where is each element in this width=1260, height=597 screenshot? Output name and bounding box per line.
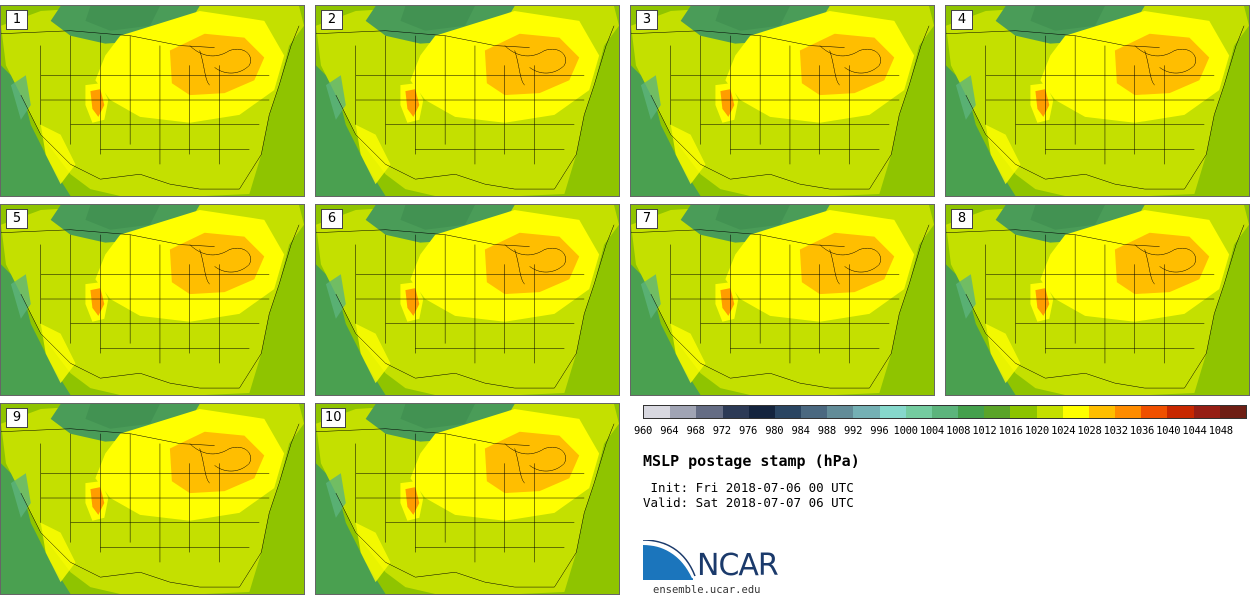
site-url[interactable]: ensemble.ucar.edu (653, 584, 761, 596)
colorbar-tick-label: 1020 (1024, 425, 1049, 437)
stamp-panel-2[interactable]: 2 (315, 5, 620, 197)
colorbar-tick-label: 1028 (1077, 425, 1102, 437)
member-number: 4 (951, 10, 973, 30)
colorbar-swatch (801, 406, 828, 418)
colorbar-tick-label: 980 (765, 425, 784, 437)
member-number: 7 (636, 209, 658, 229)
mslp-map (1, 6, 304, 196)
colorbar-swatch (748, 406, 775, 418)
ncar-logo-icon (643, 540, 696, 580)
member-number: 1 (6, 10, 28, 30)
colorbar-swatch (905, 406, 932, 418)
mslp-map (1, 404, 304, 594)
colorbar-swatch (984, 406, 1011, 418)
mslp-map (316, 6, 619, 196)
colorbar-swatch (1010, 406, 1037, 418)
colorbar-swatch (1088, 406, 1116, 418)
init-time: Init: Fri 2018-07-06 00 UTC (643, 480, 854, 495)
colorbar-tick-label: 992 (844, 425, 863, 437)
colorbar-swatch (1193, 406, 1220, 418)
colorbar-swatch (644, 406, 671, 418)
member-number: 2 (321, 10, 343, 30)
colorbar-tick-label: 1004 (919, 425, 944, 437)
colorbar-swatch (1115, 406, 1142, 418)
colorbar-tick-label: 1032 (1103, 425, 1128, 437)
mslp-map (1, 205, 304, 395)
colorbar-swatch (958, 406, 985, 418)
colorbar-tick-label: 988 (817, 425, 836, 437)
colorbar-swatch (931, 406, 959, 418)
colorbar-tick-label: 972 (712, 425, 731, 437)
colorbar-swatch (879, 406, 906, 418)
valid-time: Valid: Sat 2018-07-07 06 UTC (643, 495, 854, 510)
colorbar-tick-label: 1024 (1051, 425, 1076, 437)
colorbar-tick-label: 960 (633, 425, 653, 437)
colorbar-swatch (1141, 406, 1168, 418)
mslp-map (946, 6, 1249, 196)
member-number: 3 (636, 10, 658, 30)
colorbar-tick-label: 976 (738, 425, 758, 437)
member-number: 10 (321, 408, 346, 428)
colorbar-tick-label: 1016 (998, 425, 1023, 437)
colorbar-tick-label: 984 (791, 425, 810, 437)
stamp-panel-10[interactable]: 10 (315, 403, 620, 595)
stamp-panel-7[interactable]: 7 (630, 204, 935, 396)
colorbar-tick-label: 1036 (1129, 425, 1154, 437)
colorbar-swatch (1167, 406, 1194, 418)
colorbar-swatch (1062, 406, 1089, 418)
mslp-map (631, 205, 934, 395)
colorbar-tick-label: 1008 (946, 425, 971, 437)
colorbar-tick-label: 1040 (1156, 425, 1181, 437)
colorbar-tick-label: 1012 (972, 425, 997, 437)
colorbar-tick-label: 964 (660, 425, 679, 437)
stamp-panel-3[interactable]: 3 (630, 5, 935, 197)
mslp-map (316, 205, 619, 395)
member-number: 9 (6, 408, 28, 428)
pressure-colorbar (643, 405, 1247, 419)
stamp-panel-5[interactable]: 5 (0, 204, 305, 396)
mslp-map (316, 404, 619, 594)
member-number: 8 (951, 209, 973, 229)
colorbar-swatch (853, 406, 880, 418)
member-number: 6 (321, 209, 343, 229)
colorbar-swatch (722, 406, 749, 418)
mslp-map (631, 6, 934, 196)
colorbar-tick-label: 1000 (893, 425, 918, 437)
colorbar-swatch (670, 406, 697, 418)
stamp-panel-6[interactable]: 6 (315, 204, 620, 396)
ncar-logo-text: NCAR (697, 548, 779, 583)
member-number: 5 (6, 209, 28, 229)
colorbar-tick-label: 1048 (1208, 425, 1233, 437)
colorbar-tick-label: 968 (686, 425, 705, 437)
mslp-map (946, 205, 1249, 395)
colorbar-swatch (696, 406, 723, 418)
stamp-panel-4[interactable]: 4 (945, 5, 1250, 197)
stamp-panel-1[interactable]: 1 (0, 5, 305, 197)
colorbar-tick-labels: 960 964 968 972 976 980 984 988 992 996 1000 1004 10… (633, 425, 1253, 439)
colorbar-tick-label: 996 (870, 425, 889, 437)
colorbar-swatch (774, 406, 802, 418)
colorbar-swatch (1036, 406, 1063, 418)
colorbar-swatch (1219, 406, 1246, 418)
colorbar-tick-label: 1044 (1182, 425, 1207, 437)
stamp-panel-9[interactable]: 9 (0, 403, 305, 595)
chart-title: MSLP postage stamp (hPa) (643, 452, 860, 470)
stamp-panel-8[interactable]: 8 (945, 204, 1250, 396)
colorbar-swatch (827, 406, 854, 418)
